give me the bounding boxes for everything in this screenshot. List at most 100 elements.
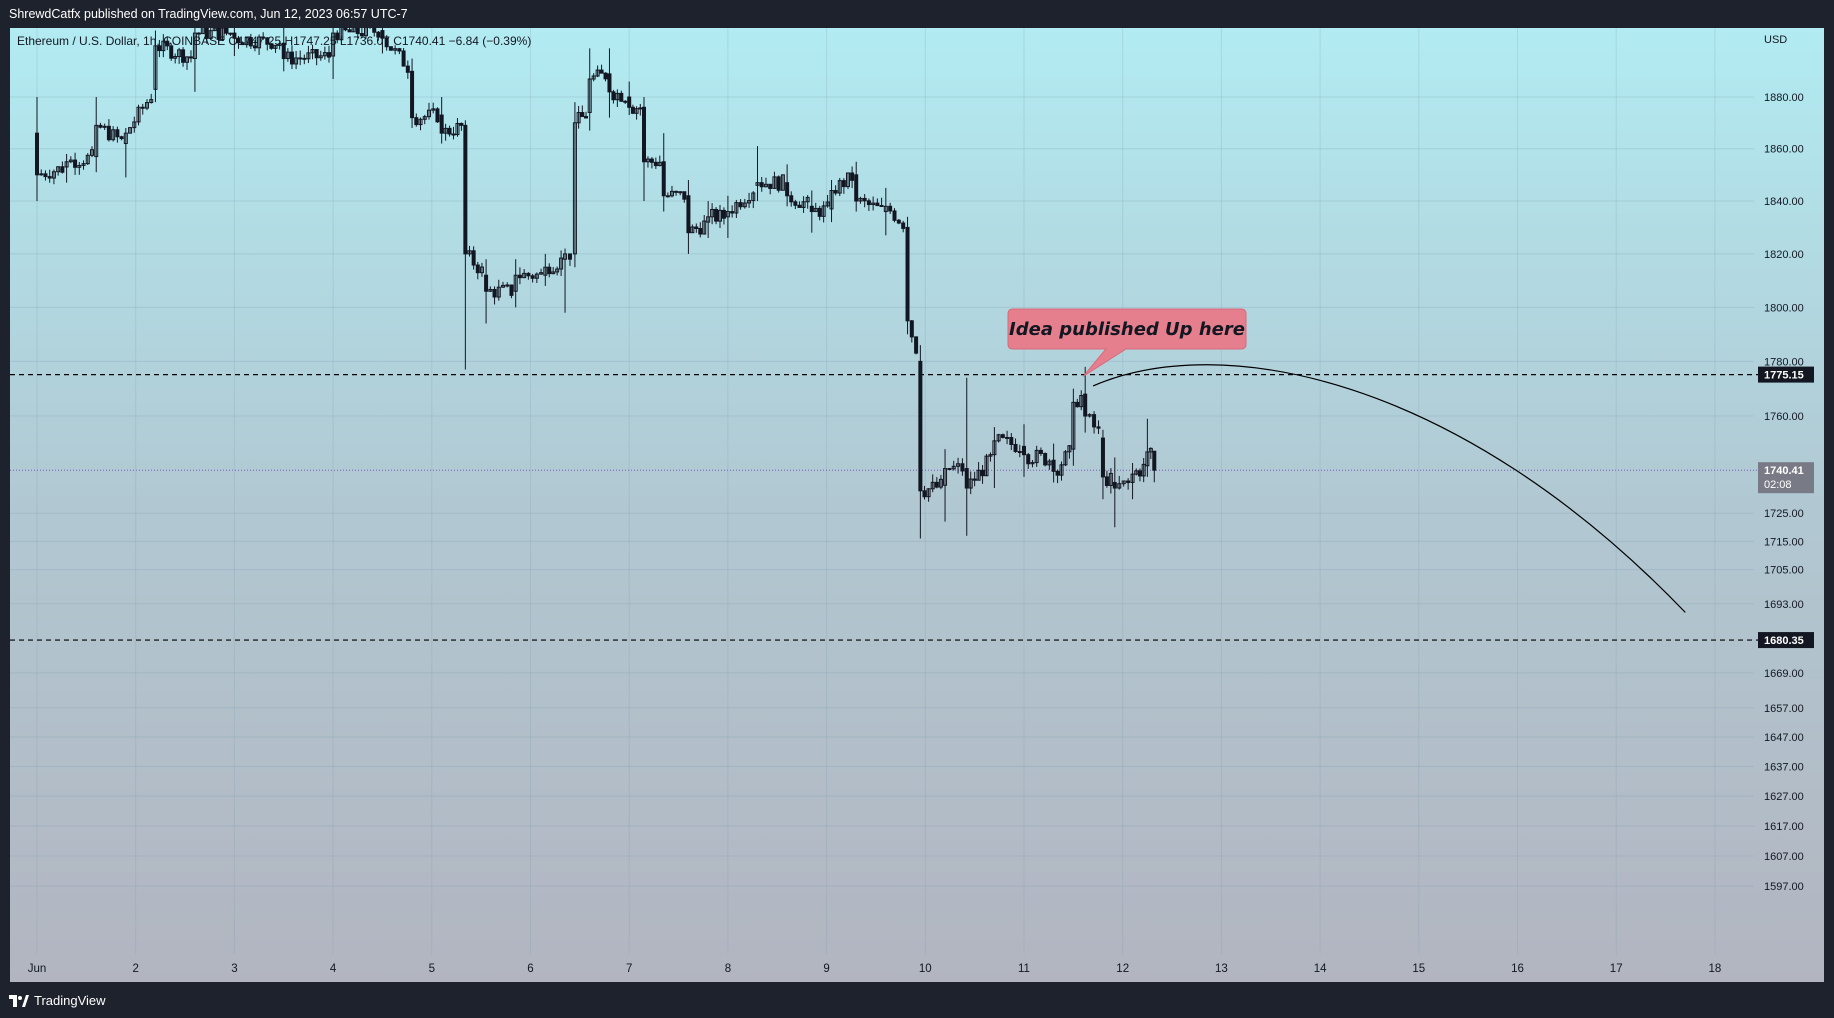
candle-body-down [603,72,608,80]
candle-body-down [372,28,377,33]
candle [64,153,69,183]
candle-body-up [678,191,683,194]
candle [780,174,785,191]
candle-body-down [862,197,867,202]
candle-body-down [289,51,294,65]
candle [674,190,679,196]
candle-body-up [1047,460,1052,466]
candle-body-down [169,45,174,59]
candle [972,471,977,487]
candle-body-down [1152,450,1157,471]
candle-body-up [984,455,989,477]
candle [862,194,867,208]
candle [813,202,818,213]
candle-body-down [1083,393,1088,417]
time-axis: Jun 2 3 4 5 6 7 8 9 10 11 12 13 14 15 16 17 18 [28,963,1722,975]
y-tick-label: 1800.00 [1764,302,1804,314]
candle [248,33,253,50]
candle-body-down [1009,436,1014,445]
y-tick-label: 1760.00 [1764,411,1804,423]
candle [484,259,489,324]
candle [153,30,158,103]
candle [68,156,73,164]
candle-body-down [1075,401,1080,408]
candle-body-down [1013,443,1018,453]
candle-body-up [634,108,639,114]
x-tick-label: 6 [527,963,533,975]
candle-body-up [1059,464,1064,476]
candle-body-up [153,45,158,90]
candle [1083,366,1088,433]
candle [627,81,632,116]
candle-body-up [144,102,149,109]
chart-panel[interactable]: Ethereum / U.S. Dollar, 1h, COINBASE O17… [10,28,1824,982]
candle [607,48,612,118]
candle-body-up [992,440,997,456]
annotation-bubble: Idea published Up here [1007,308,1247,377]
candle-body-up [725,211,730,218]
candle [551,266,556,275]
candle [947,468,952,471]
candle-body-down [866,200,871,206]
candle-body-down [817,207,822,217]
candle [306,45,311,63]
y-tick-label: 1617.00 [1764,821,1804,833]
candle [355,28,360,39]
candle-body-down [1137,470,1142,477]
candle-body-down [447,127,452,135]
candle-body-down [165,40,170,47]
candle-body-up [161,40,166,52]
candle [980,464,985,484]
candle [755,146,760,202]
candle-body-up [422,116,427,120]
candle [801,196,806,213]
candle-body-down [98,124,103,128]
x-tick-label: 8 [725,963,731,975]
candle-body-up [943,468,948,486]
candle [789,191,794,207]
candle [73,152,78,175]
candle-body-down [875,202,880,207]
candle [372,28,377,37]
candle [595,65,600,78]
candle [710,203,715,225]
candle [188,50,193,63]
price-chart[interactable]: Idea published Up here USD 1880.00 1860.00 1… [10,28,1824,982]
candle [115,126,120,143]
candle-body-down [397,48,402,52]
y-tick-label: 1669.00 [1764,668,1804,680]
y-tick-label: 1693.00 [1764,599,1804,611]
candle-body-down [674,190,679,193]
candle [463,120,468,370]
candle-body-down [714,208,719,222]
candle-body-down [888,205,893,212]
candles [35,28,1157,539]
candle [879,197,884,208]
y-tick-label: 1607.00 [1764,851,1804,863]
candle-body-up [587,78,592,113]
candle-body-up [638,107,643,110]
candle [572,102,577,268]
candle-body-up [829,190,834,210]
candle [492,286,497,305]
candle [776,175,781,193]
candle-body-down [653,161,658,167]
candle-body-down [947,468,952,471]
candle-body-down [265,37,270,45]
candle [204,28,209,44]
tradingview-logo[interactable]: TradingView [9,993,106,1008]
candle-body-up [805,196,810,203]
candle-body-up [883,205,888,213]
candle [892,208,897,223]
countdown-text: 02:08 [1764,479,1792,491]
candle [914,336,919,355]
candle [380,28,385,54]
candle [224,28,229,36]
candle [298,50,303,66]
candle [1104,470,1109,488]
candle [144,99,149,111]
candle-body-down [196,32,201,35]
candle [431,102,436,114]
candle-body-up [858,197,863,202]
candle [173,53,178,64]
